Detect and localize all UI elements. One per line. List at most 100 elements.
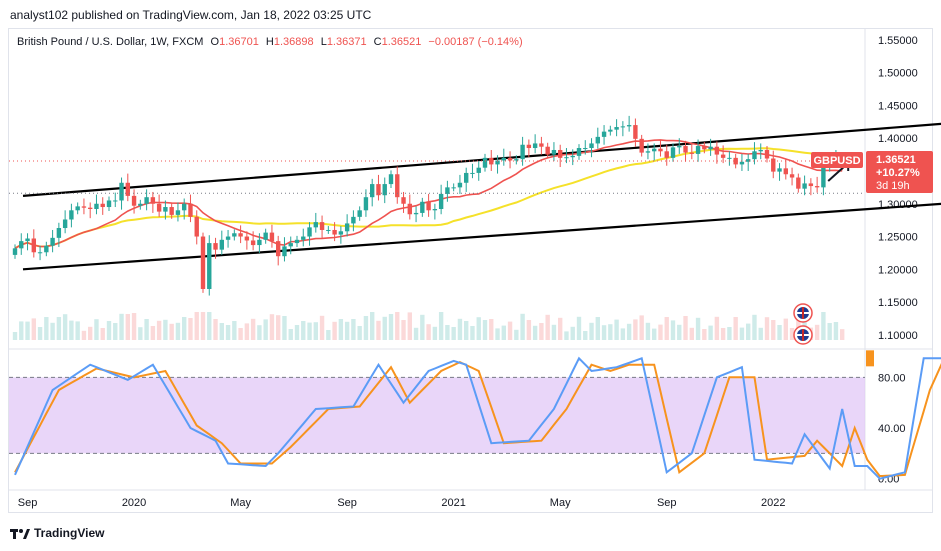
candle-body (645, 151, 651, 153)
candle-body (200, 236, 206, 289)
candle-body (426, 201, 431, 211)
candle-body (31, 238, 36, 253)
candle-body (307, 227, 312, 237)
candle-body (182, 203, 187, 211)
candle-body (482, 157, 488, 168)
volume-bar (25, 321, 30, 340)
volume-bar (56, 317, 62, 340)
candle (507, 151, 513, 169)
candle-body (44, 245, 49, 253)
candle-body (814, 186, 820, 188)
price-tick-label: 1.55000 (878, 35, 918, 47)
volume-bar (514, 329, 519, 340)
candle (263, 228, 268, 244)
candle-body (764, 149, 770, 159)
candle-body (526, 144, 532, 149)
candle (182, 198, 187, 220)
candle-body (338, 231, 344, 235)
volume-bar (727, 327, 732, 340)
published-line: analyst102 published on TradingView.com,… (10, 8, 372, 22)
candle (75, 202, 80, 215)
stochastic-d-line (14, 360, 941, 478)
candle (752, 142, 757, 165)
candle (695, 139, 701, 162)
candle-body (495, 160, 500, 165)
candle-body (219, 239, 224, 250)
candle (307, 222, 312, 246)
candle (426, 193, 431, 217)
candle-body (225, 236, 231, 240)
candle-body (150, 197, 156, 204)
volume-bar (332, 321, 337, 340)
candle (169, 203, 174, 219)
candle (37, 245, 43, 261)
candle-body (539, 143, 544, 147)
volume-bar (576, 316, 582, 340)
candle (294, 235, 300, 248)
volume-bar (113, 323, 118, 340)
candle (276, 235, 281, 266)
volume-bar (413, 327, 419, 340)
candle (69, 203, 74, 228)
volume-bar (670, 320, 676, 340)
volume-bar (708, 325, 713, 340)
candle (225, 229, 231, 248)
volume-bar (482, 320, 488, 340)
time-tick-label: May (550, 497, 571, 509)
candle (244, 231, 250, 250)
stochastic-band (9, 377, 865, 454)
candle (558, 144, 563, 168)
volume-bar (702, 329, 707, 340)
volume-bar (532, 325, 538, 340)
volume-bar (219, 323, 224, 340)
volume-bar (401, 320, 406, 340)
volume-bar (614, 319, 619, 340)
time-tick-label: 2022 (761, 497, 785, 509)
candle (445, 180, 450, 202)
volume-bar (739, 327, 745, 340)
volume-bar (633, 319, 638, 340)
change-value: −0.00187 (−0.14%) (428, 36, 523, 48)
volume-bar (138, 327, 143, 340)
candle (163, 200, 168, 220)
candle-body (238, 233, 243, 237)
volume-bar (501, 325, 506, 340)
candle-body (125, 182, 130, 196)
candle-body (56, 228, 62, 238)
candle-body (714, 146, 720, 155)
footer-brand[interactable]: TradingView (10, 526, 104, 540)
volume-bar (257, 325, 262, 340)
volume-bar (301, 321, 306, 340)
candle (100, 197, 105, 215)
candle (338, 226, 344, 244)
volume-bar (276, 315, 281, 340)
volume-bar (244, 323, 250, 340)
candle (683, 140, 688, 162)
candle-body (163, 207, 168, 212)
candle (357, 206, 362, 221)
volume-bar (451, 327, 456, 340)
candle (438, 184, 444, 215)
volume-bar (470, 326, 475, 340)
last-price-tag (866, 151, 933, 194)
candle (520, 136, 525, 166)
candle (200, 232, 206, 293)
volume-bar (457, 318, 463, 340)
candle (257, 233, 262, 253)
candle (702, 142, 707, 154)
candle (739, 153, 745, 171)
volume-bar (376, 320, 381, 340)
volume-bar (664, 317, 669, 340)
candle (319, 215, 325, 238)
volume-bar (94, 319, 99, 340)
candle-body (194, 216, 199, 237)
candle (608, 125, 613, 136)
candle (388, 170, 394, 189)
volume-bar (238, 328, 243, 340)
volume-bar (583, 331, 588, 340)
candle (407, 194, 412, 220)
candle-body (595, 136, 600, 144)
candle (420, 197, 425, 217)
candle-body (558, 149, 563, 158)
